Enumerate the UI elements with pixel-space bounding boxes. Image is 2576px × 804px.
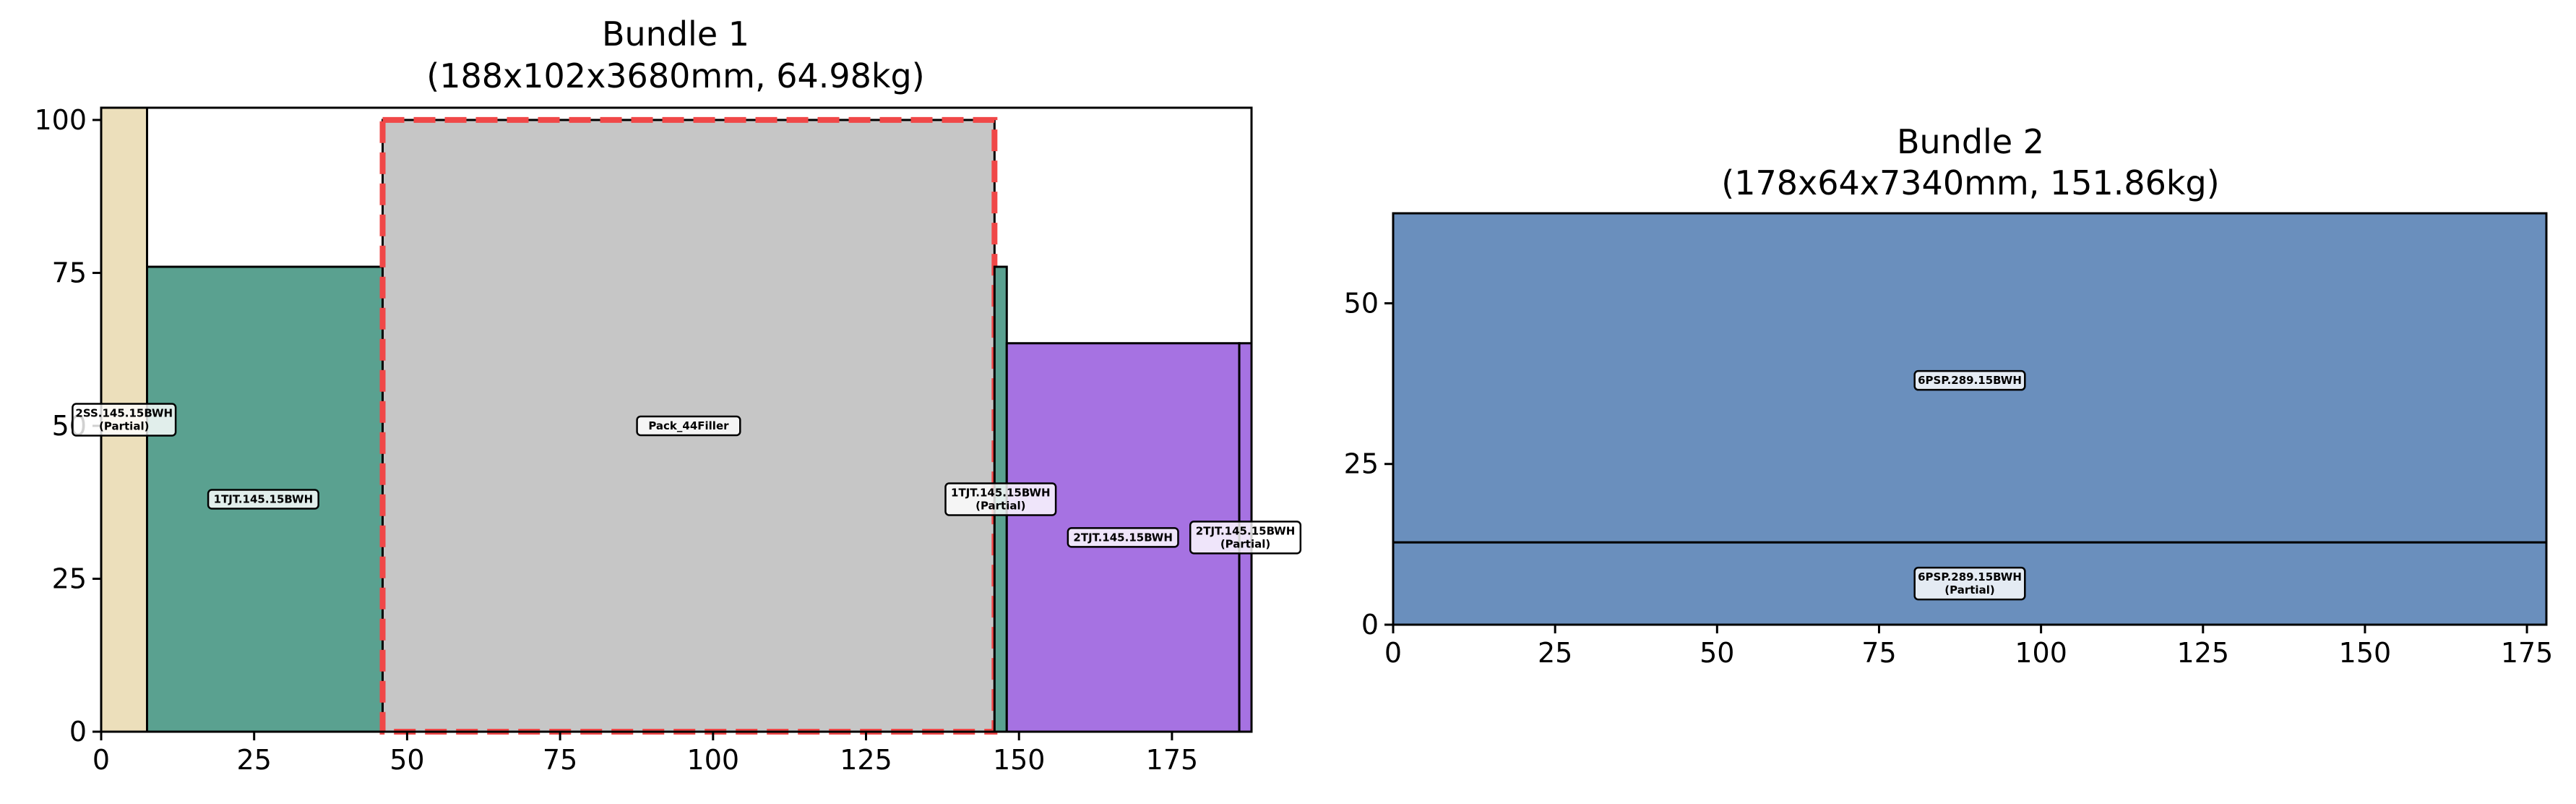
- label-box: [636, 415, 741, 437]
- label-name: Pack_44Filler: [648, 419, 729, 432]
- label-partial: (Partial): [1944, 583, 1994, 596]
- bundle-1-chart: Bundle 1 (188x102x3680mm, 64.98kg) 0 25 50…: [34, 14, 1302, 776]
- bundle-2-chart: Bundle 2 (178x64x7340mm, 151.86kg) 0 25 50…: [1344, 122, 2554, 669]
- label-partial: (Partial): [975, 499, 1025, 512]
- x-tick-label-3: 75: [543, 744, 577, 776]
- label-box: [1913, 566, 2026, 601]
- item-label-4: 2TJT.145.15BWH: [1067, 527, 1179, 548]
- label-box: [1067, 527, 1179, 548]
- x-tick-label-1: 25: [1538, 637, 1572, 669]
- x-tick-label-6: 150: [2339, 637, 2392, 669]
- x-tick-label-5: 125: [840, 744, 892, 776]
- x-axis-ticks: 0 25 50 75 100 125 150 175: [1384, 625, 2553, 669]
- x-tick-label-1: 25: [237, 744, 272, 776]
- plot-frame: [1392, 212, 2548, 626]
- chart-subtitle: (178x64x7340mm, 151.86kg): [1721, 163, 2219, 202]
- item-label-1: 1TJT.145.15BWH: [207, 489, 319, 510]
- x-tick-label-0: 0: [1384, 637, 1402, 669]
- label-box: [72, 403, 177, 437]
- label-name: 1TJT.145.15BWH: [951, 486, 1051, 499]
- label-partial: (Partial): [99, 420, 149, 433]
- y-tick-label-3: 75: [52, 257, 87, 288]
- label-partial: (Partial): [1220, 537, 1270, 550]
- label-name: 1TJT.145.15BWH: [214, 492, 314, 505]
- x-tick-label-7: 175: [1146, 744, 1199, 776]
- label-name: 2SS.145.15BWH: [75, 407, 173, 420]
- label-name: 2TJT.145.15BWH: [1073, 531, 1173, 544]
- label-box: [944, 482, 1057, 516]
- y-tick-label-1: 25: [1344, 448, 1379, 480]
- x-tick-label-2: 50: [1700, 637, 1734, 669]
- item-label-3: 1TJT.145.15BWH(Partial): [944, 482, 1057, 516]
- y-tick-label-4: 100: [34, 104, 87, 136]
- x-tick-label-5: 125: [2177, 637, 2230, 669]
- y-tick-label-0: 0: [1361, 609, 1379, 641]
- chart-title: Bundle 2: [1897, 122, 2044, 161]
- x-tick-label-4: 100: [687, 744, 740, 776]
- label-box: [207, 489, 319, 510]
- label-box: [1189, 521, 1302, 555]
- y-axis-ticks: 0 25 50: [1344, 287, 1393, 641]
- x-tick-label-2: 50: [389, 744, 424, 776]
- item-label-1: 6PSP.289.15BWH(Partial): [1913, 566, 2026, 601]
- y-tick-label-0: 0: [69, 716, 87, 748]
- x-tick-label-7: 175: [2501, 637, 2554, 669]
- item-label-5: 2TJT.145.15BWH(Partial): [1189, 521, 1302, 555]
- x-axis-ticks: 0 25 50 75 100 125 150 175: [92, 732, 1198, 776]
- item-label-0: 2SS.145.15BWH(Partial): [72, 403, 177, 437]
- item-labels: 2SS.145.15BWH(Partial)1TJT.145.15BWHPack…: [72, 403, 1302, 555]
- item-label-2: Pack_44Filler: [636, 415, 741, 437]
- packed-items: [1392, 212, 2548, 626]
- label-name: 6PSP.289.15BWH: [1918, 570, 2022, 583]
- x-tick-label-4: 100: [2015, 637, 2067, 669]
- chart-title: Bundle 1: [602, 14, 749, 54]
- x-tick-label-6: 150: [993, 744, 1046, 776]
- y-tick-label-1: 25: [52, 563, 87, 594]
- y-tick-label-2: 50: [1344, 287, 1379, 319]
- x-tick-label-3: 75: [1861, 637, 1896, 669]
- label-name: 2TJT.145.15BWH: [1196, 524, 1296, 537]
- label-box: [1913, 369, 2026, 391]
- label-name: 6PSP.289.15BWH: [1918, 374, 2022, 387]
- item-label-0: 6PSP.289.15BWH: [1913, 369, 2026, 391]
- chart-subtitle: (188x102x3680mm, 64.98kg): [426, 56, 924, 95]
- x-tick-label-0: 0: [92, 744, 110, 776]
